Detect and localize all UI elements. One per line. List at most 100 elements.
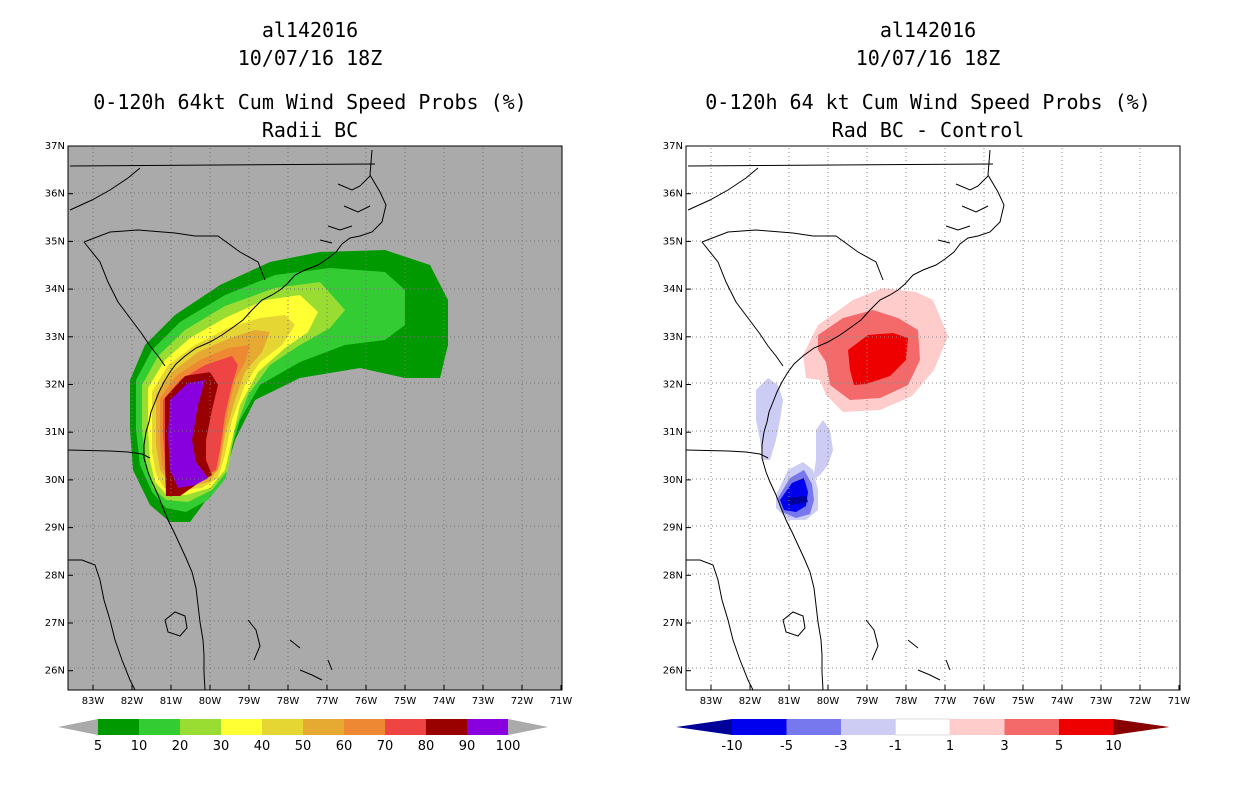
- right-lon-label: 76W: [973, 696, 996, 707]
- left-lon-label: 76W: [355, 696, 378, 707]
- right-lat-label: 27N: [663, 618, 683, 629]
- left-colorbar-box: [344, 719, 385, 735]
- right-colorbar: -10 -5 -3 -1 1 3 5 10: [676, 718, 1170, 754]
- left-lat-label: 35N: [45, 236, 65, 247]
- right-colorbar-box: [895, 718, 951, 736]
- right-lat-label: 32N: [663, 380, 683, 391]
- right-lon-label: 73W: [1090, 696, 1113, 707]
- left-colorbar-min-arrow: [58, 719, 98, 735]
- right-lat-label: 28N: [663, 570, 683, 581]
- left-gridlines: [70, 148, 560, 688]
- left-colorbar-label: 5: [94, 739, 102, 754]
- left-map: [67, 145, 563, 691]
- left-lon-label: 80W: [199, 696, 222, 707]
- contour-90: [168, 380, 208, 488]
- left-colorbar-box: [221, 719, 262, 735]
- right-datetime: 10/07/16 18Z: [855, 46, 1001, 70]
- left-colorbar-label: 20: [172, 739, 189, 754]
- right-colorbar-box: [1059, 719, 1114, 735]
- diff-5-10: [848, 333, 908, 385]
- right-difference-contours: [686, 148, 1178, 690]
- right-lon-label: 75W: [1012, 696, 1035, 707]
- right-colorbar-max-arrow: [1113, 719, 1170, 735]
- right-lat-label: 31N: [663, 427, 683, 438]
- left-subtitle: Radii BC: [261, 118, 359, 142]
- left-lon-label: 71W: [550, 696, 573, 707]
- left-lat-label: 27N: [45, 618, 65, 629]
- left-lon-label: 81W: [160, 696, 183, 707]
- right-lon-label: 83W: [700, 696, 723, 707]
- right-colorbar-label: -5: [780, 739, 793, 754]
- left-lat-label: 32N: [45, 380, 65, 391]
- left-lon-label: 78W: [277, 696, 300, 707]
- left-lat-label: 37N: [45, 141, 65, 152]
- left-colorbar-label: 30: [213, 739, 230, 754]
- left-lon-label: 72W: [511, 696, 534, 707]
- right-colorbar-box: [786, 719, 841, 735]
- right-colorbar-label: -10: [721, 739, 742, 754]
- right-colorbar-min-arrow: [676, 719, 732, 735]
- right-lon-label: 74W: [1051, 696, 1074, 707]
- right-lon-label: 81W: [778, 696, 801, 707]
- right-lat-label: 36N: [663, 189, 683, 200]
- left-lon-label: 73W: [472, 696, 495, 707]
- right-colorbar-label: 5: [1055, 739, 1063, 754]
- left-colorbar-max-arrow: [508, 719, 548, 735]
- right-lat-label: 26N: [663, 666, 683, 677]
- left-colorbar-label: 90: [459, 739, 476, 754]
- left-colorbar-box: [262, 719, 303, 735]
- left-colorbar-box: [98, 719, 139, 735]
- right-gridlines: [688, 148, 1178, 688]
- left-lat-label: 33N: [45, 332, 65, 343]
- right-title: 0-120h 64 kt Cum Wind Speed Probs (%): [705, 90, 1151, 114]
- left-lat-label: 30N: [45, 475, 65, 486]
- right-storm-id: al142016: [879, 18, 977, 42]
- diff-lt-m10: [786, 496, 808, 505]
- left-colorbar-box: [426, 719, 467, 735]
- right-colorbar-label: 3: [1000, 739, 1008, 754]
- right-lon-label: 82W: [739, 696, 762, 707]
- left-lat-label: 31N: [45, 427, 65, 438]
- left-colorbar-box: [385, 719, 426, 735]
- left-colorbar-label: 60: [336, 739, 353, 754]
- left-datetime: 10/07/16 18Z: [237, 46, 383, 70]
- right-lat-label: 29N: [663, 523, 683, 534]
- right-colorbar-label: -1: [889, 739, 902, 754]
- left-colorbar-box: [303, 719, 344, 735]
- right-lon-label: 72W: [1129, 696, 1152, 707]
- left-lon-label: 82W: [121, 696, 144, 707]
- left-lat-label: 36N: [45, 189, 65, 200]
- left-axes: 37N 36N 35N 34N 33N 32N 31N 30N 29N 28N 27N 26N 83W 8…: [45, 141, 573, 707]
- right-lon-label: 71W: [1168, 696, 1191, 707]
- right-colorbar-box: [732, 719, 787, 735]
- left-colorbar-box: [139, 719, 180, 735]
- right-axes: 37N 36N 35N 34N 33N 32N 31N 30N 29N 28N 27N 26N 83W 8…: [663, 141, 1191, 707]
- left-lon-label: 74W: [433, 696, 456, 707]
- left-lat-label: 34N: [45, 284, 65, 295]
- left-lon-label: 79W: [238, 696, 261, 707]
- right-colorbar-label: -3: [835, 739, 848, 754]
- right-map: [685, 145, 1181, 691]
- right-lat-label: 37N: [663, 141, 683, 152]
- left-lat-label: 28N: [45, 570, 65, 581]
- left-title: 0-120h 64kt Cum Wind Speed Probs (%): [93, 90, 527, 114]
- diff-m5-m10: [780, 478, 808, 512]
- left-lat-label: 26N: [45, 666, 65, 677]
- right-lat-label: 30N: [663, 475, 683, 486]
- right-subtitle: Rad BC - Control: [831, 118, 1025, 142]
- right-lat-label: 34N: [663, 284, 683, 295]
- left-colorbar-box: [180, 719, 221, 735]
- right-map-frame: [685, 145, 1181, 691]
- left-lon-label: 83W: [82, 696, 105, 707]
- left-colorbar-label: 70: [377, 739, 394, 754]
- right-lon-label: 79W: [856, 696, 879, 707]
- left-colorbar-label: 10: [131, 739, 148, 754]
- right-colorbar-label: 1: [946, 739, 954, 754]
- right-lon-label: 78W: [895, 696, 918, 707]
- right-lon-label: 77W: [934, 696, 957, 707]
- left-lon-label: 77W: [316, 696, 339, 707]
- right-colorbar-label: 10: [1105, 739, 1122, 754]
- left-lat-label: 29N: [45, 523, 65, 534]
- left-lon-label: 75W: [394, 696, 417, 707]
